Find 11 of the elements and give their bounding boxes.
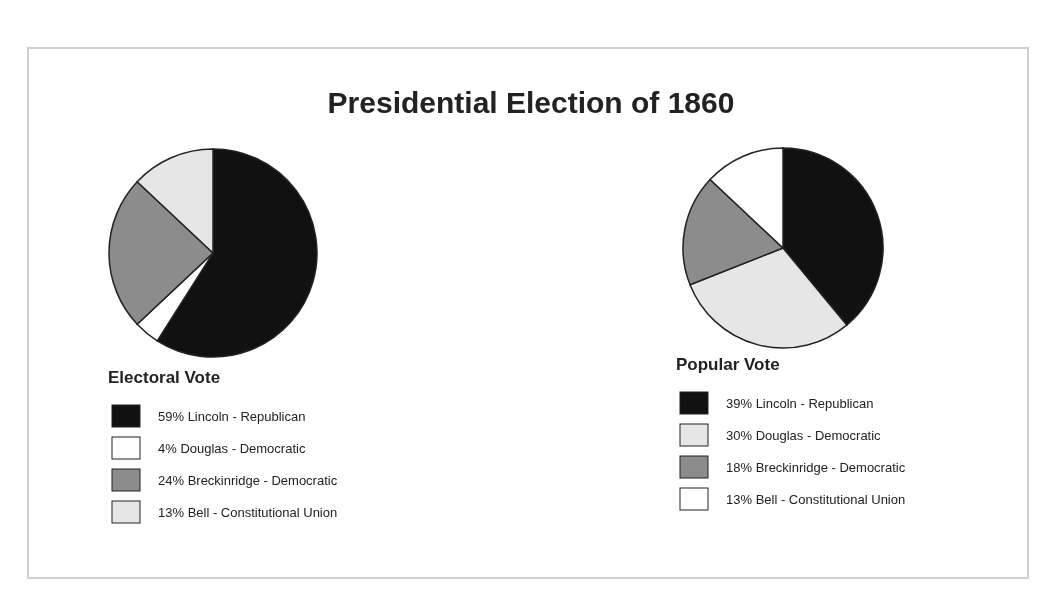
legend-label: 4% Douglas - Democratic: [158, 441, 306, 456]
text: Presidential Election of 1860: [327, 86, 735, 119]
legend-title: Electoral Vote: [108, 368, 221, 387]
legend-label: 13% Bell - Constitutional Union: [726, 492, 906, 507]
legend-label: 59% Lincoln - Republican: [158, 409, 306, 424]
legend-label: 18% Breckinridge - Democratic: [726, 460, 906, 475]
legend-label: 24% Breckinridge - Democratic: [158, 473, 338, 488]
legend-label: 13% Bell - Constitutional Union: [158, 505, 338, 520]
legend-label: 30% Douglas - Democratic: [726, 428, 882, 443]
legend-title: Popular Vote: [676, 355, 780, 374]
legend-label: 39% Lincoln - Republican: [726, 396, 874, 411]
